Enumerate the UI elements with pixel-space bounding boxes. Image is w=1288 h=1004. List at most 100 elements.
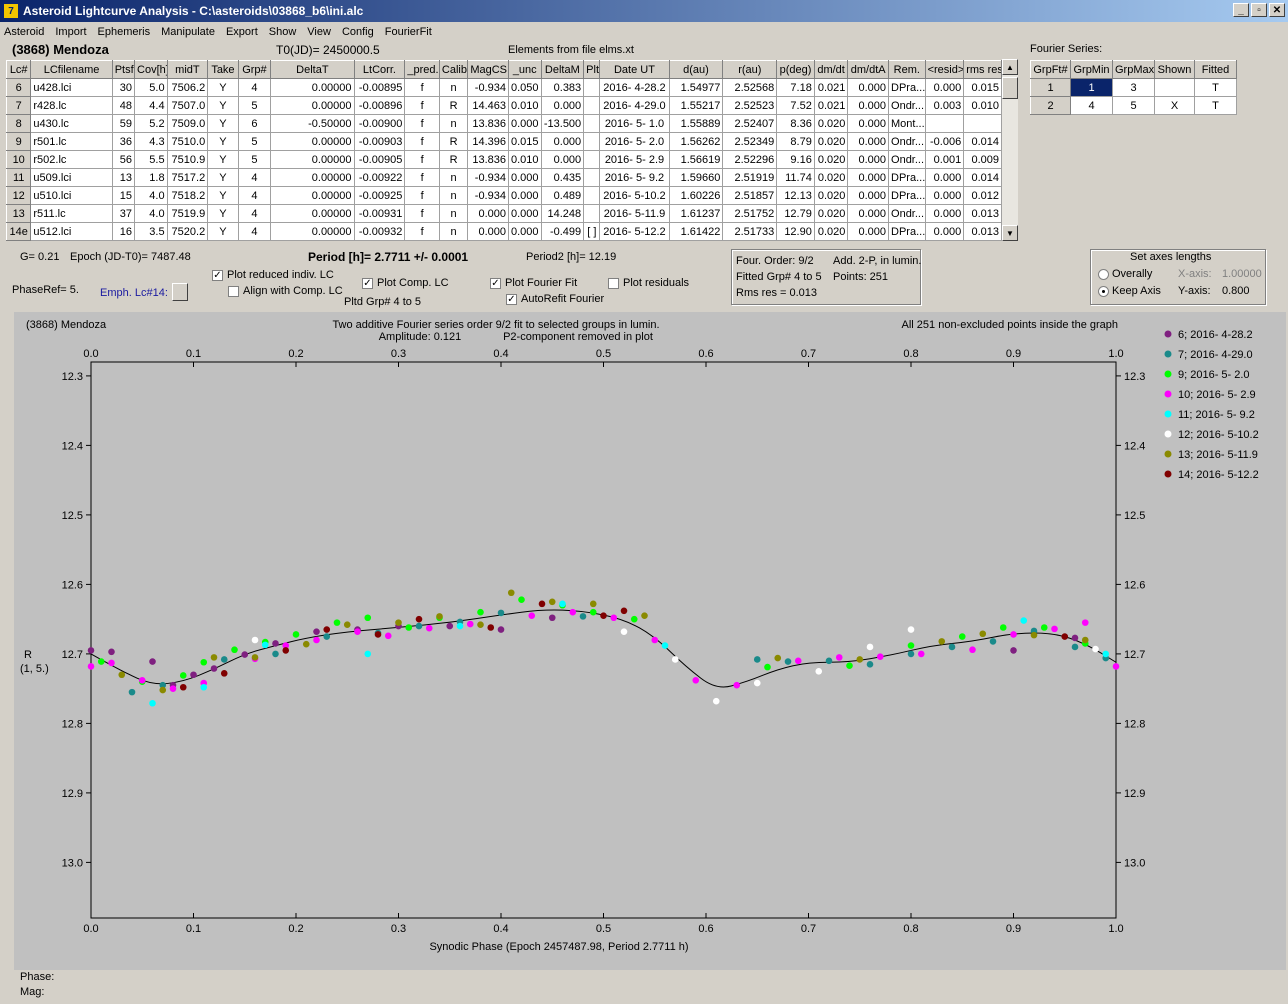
table-cell[interactable]: 13: [5, 204, 32, 223]
column-header[interactable]: LCfilename: [30, 60, 113, 79]
column-header[interactable]: midT: [166, 60, 209, 79]
table-cell[interactable]: 0.000: [847, 132, 890, 151]
column-header[interactable]: p(deg): [776, 60, 815, 79]
table-cell[interactable]: 0.00000: [270, 78, 355, 97]
column-header[interactable]: Take: [207, 60, 239, 79]
fourier-cell[interactable]: 4: [1070, 96, 1113, 115]
table-cell[interactable]: 0.021: [813, 96, 849, 115]
table-cell[interactable]: 0.435: [540, 168, 585, 187]
table-cell[interactable]: [924, 114, 965, 133]
table-cell[interactable]: 0.010: [963, 96, 1002, 115]
table-cell[interactable]: [583, 168, 601, 187]
table-cell[interactable]: [583, 204, 601, 223]
table-cell[interactable]: 2016- 5- 2.0: [599, 132, 670, 151]
table-cell[interactable]: 4: [237, 168, 272, 187]
table-cell[interactable]: 2016- 5-12.2: [599, 222, 670, 241]
table-cell[interactable]: 2016- 5-11.9: [599, 204, 670, 223]
table-cell[interactable]: 7510.0: [166, 132, 209, 151]
scroll-down-icon[interactable]: ▼: [1002, 225, 1018, 241]
table-row[interactable]: 11 u509.lci 13 1.8 7517.2 Y 4 0.00000 -0.00922 f n…: [5, 168, 1002, 187]
column-header[interactable]: d(au): [668, 60, 724, 79]
column-header[interactable]: Date UT: [599, 60, 670, 79]
table-cell[interactable]: n: [438, 168, 469, 187]
table-cell[interactable]: 12.79: [776, 204, 815, 223]
table-cell[interactable]: Ondr...: [888, 132, 926, 151]
table-cell[interactable]: 7519.9: [166, 204, 209, 223]
table-cell[interactable]: 0.000: [924, 78, 965, 97]
table-cell[interactable]: DPra...: [888, 168, 926, 187]
table-cell[interactable]: 4: [237, 204, 272, 223]
table-cell[interactable]: 0.020: [813, 186, 849, 205]
table-cell[interactable]: 0.000: [924, 168, 965, 187]
table-cell[interactable]: -0.006: [924, 132, 965, 151]
table-cell[interactable]: 2.51733: [722, 222, 778, 241]
overally-radio[interactable]: Overally: [1098, 268, 1152, 280]
table-cell[interactable]: 7.18: [776, 78, 815, 97]
table-cell[interactable]: r511.lc: [30, 204, 113, 223]
table-cell[interactable]: [ ]: [583, 222, 601, 241]
table-cell[interactable]: 0.000: [540, 150, 585, 169]
table-cell[interactable]: -0.00931: [353, 204, 406, 223]
table-cell[interactable]: 5.2: [134, 114, 168, 133]
table-cell[interactable]: [583, 186, 601, 205]
table-cell[interactable]: Y: [207, 150, 239, 169]
table-cell[interactable]: 7510.9: [166, 150, 209, 169]
table-cell[interactable]: 12.13: [776, 186, 815, 205]
column-header[interactable]: Ptsf: [111, 60, 136, 79]
table-cell[interactable]: 15: [111, 186, 136, 205]
table-row[interactable]: 9 r501.lc 36 4.3 7510.0 Y 5 0.00000 -0.00903 f R 14…: [5, 132, 1002, 151]
table-cell[interactable]: 13.836: [467, 114, 509, 133]
table-cell[interactable]: Y: [207, 222, 239, 241]
column-header[interactable]: Plt: [583, 60, 601, 79]
table-cell[interactable]: 2016- 5-10.2: [599, 186, 670, 205]
table-cell[interactable]: 7507.0: [166, 96, 209, 115]
table-cell[interactable]: 2.51857: [722, 186, 778, 205]
table-cell[interactable]: DPra...: [888, 78, 926, 97]
table-cell[interactable]: 1.61422: [668, 222, 724, 241]
table-cell[interactable]: 0.000: [507, 114, 542, 133]
table-cell[interactable]: 0.010: [507, 150, 542, 169]
close-button[interactable]: ✕: [1269, 3, 1285, 17]
menu-manipulate[interactable]: Manipulate: [161, 25, 215, 38]
lightcurve-plot[interactable]: (3868) Mendoza Two additive Fourier seri…: [14, 312, 1286, 970]
table-cell[interactable]: 1.60226: [668, 186, 724, 205]
menu-import[interactable]: Import: [55, 25, 87, 38]
table-cell[interactable]: 8.36: [776, 114, 815, 133]
table-cell[interactable]: 0.021: [813, 78, 849, 97]
table-cell[interactable]: f: [404, 78, 440, 97]
table-cell[interactable]: 0.000: [467, 222, 509, 241]
table-cell[interactable]: 0.000: [507, 168, 542, 187]
table-cell[interactable]: -0.00895: [353, 78, 406, 97]
column-header[interactable]: dm/dt: [813, 60, 849, 79]
table-cell[interactable]: Ondr...: [888, 150, 926, 169]
table-cell[interactable]: 13: [111, 168, 136, 187]
table-cell[interactable]: -0.934: [467, 78, 509, 97]
column-header[interactable]: _unc: [507, 60, 542, 79]
table-cell[interactable]: 6: [237, 114, 272, 133]
table-cell[interactable]: 0.000: [847, 168, 890, 187]
plot-residuals-checkbox[interactable]: Plot residuals: [608, 277, 689, 289]
fourier-cell[interactable]: T: [1194, 78, 1237, 97]
table-cell[interactable]: 6: [5, 78, 32, 97]
column-header[interactable]: Rem.: [888, 60, 926, 79]
table-cell[interactable]: 5.5: [134, 150, 168, 169]
table-cell[interactable]: 5: [237, 132, 272, 151]
table-cell[interactable]: 0.000: [847, 114, 890, 133]
table-cell[interactable]: 7518.2: [166, 186, 209, 205]
table-cell[interactable]: -0.499: [540, 222, 585, 241]
table-cell[interactable]: R: [438, 96, 469, 115]
table-cell[interactable]: 0.383: [540, 78, 585, 97]
table-cell[interactable]: [583, 96, 601, 115]
table-cell[interactable]: 2016- 5- 1.0: [599, 114, 670, 133]
table-cell[interactable]: 0.00000: [270, 132, 355, 151]
table-cell[interactable]: f: [404, 204, 440, 223]
table-cell[interactable]: 0.012: [963, 186, 1002, 205]
table-cell[interactable]: 4: [237, 78, 272, 97]
table-cell[interactable]: -0.00925: [353, 186, 406, 205]
table-cell[interactable]: Y: [207, 114, 239, 133]
fourier-cell[interactable]: 1: [1030, 78, 1071, 97]
column-header[interactable]: r(au): [722, 60, 778, 79]
menu-show[interactable]: Show: [268, 25, 297, 38]
table-cell[interactable]: 0.020: [813, 222, 849, 241]
